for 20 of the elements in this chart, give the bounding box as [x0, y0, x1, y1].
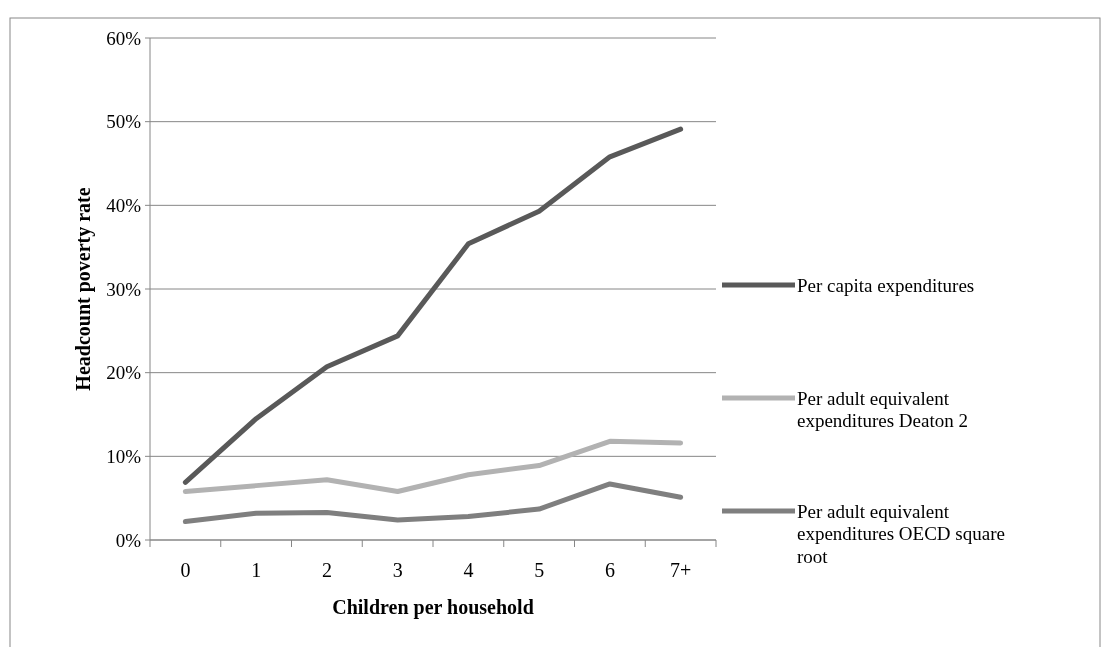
y-tick-label: 0% [115, 529, 142, 551]
x-tick-label: 1 [251, 559, 262, 581]
y-tick-label: 10% [106, 445, 142, 467]
x-axis-title: Children per household [332, 596, 534, 619]
x-tick-label: 7+ [669, 559, 692, 581]
x-tick-label: 6 [604, 559, 615, 581]
legend-label: Per capita expenditures [797, 274, 975, 296]
y-axis-title: Headcount poverty rate [72, 187, 95, 391]
legend-label: Per adult equivalent expenditures Deaton 2 [797, 387, 968, 432]
y-tick-label: 30% [106, 278, 142, 300]
y-tick-label: 40% [106, 194, 142, 216]
x-tick-label: 5 [534, 559, 545, 581]
x-tick-label: 2 [321, 559, 332, 581]
x-tick-label: 0 [180, 559, 191, 581]
x-tick-label: 4 [463, 559, 474, 581]
y-tick-label: 50% [106, 111, 142, 133]
x-tick-label: 3 [392, 559, 403, 581]
y-tick-label: 20% [106, 362, 142, 384]
legend-label: Per adult equivalent expenditures OECD square root [797, 500, 1005, 568]
y-tick-label: 60% [106, 27, 142, 49]
